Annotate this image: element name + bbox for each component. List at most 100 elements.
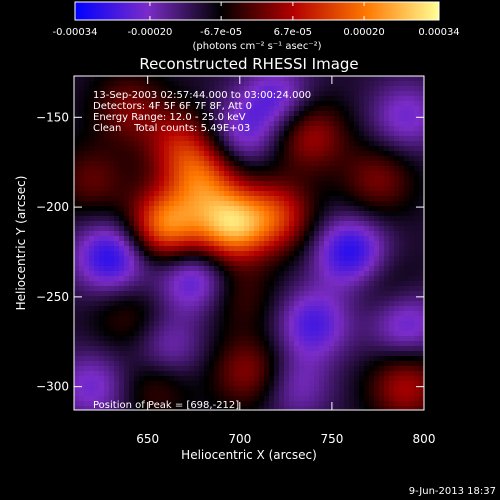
heatmap-cell — [229, 201, 235, 207]
heatmap-cell — [164, 326, 170, 332]
heatmap-cell — [249, 371, 255, 377]
heatmap-cell — [334, 181, 340, 187]
heatmap-cell — [164, 151, 170, 157]
heatmap-cell — [274, 141, 280, 147]
heatmap-cell — [304, 396, 310, 402]
heatmap-cell — [234, 266, 240, 272]
heatmap-cell — [149, 96, 155, 102]
heatmap-cell — [149, 376, 155, 382]
heatmap-cell — [284, 371, 290, 377]
heatmap-cell — [264, 166, 270, 172]
heatmap-cell — [364, 196, 370, 202]
heatmap-cell — [324, 256, 330, 262]
heatmap-cell — [214, 366, 220, 372]
heatmap-cell — [274, 171, 280, 177]
heatmap-cell — [319, 381, 325, 387]
heatmap-cell — [74, 241, 80, 247]
heatmap-cell — [134, 196, 140, 202]
heatmap-cell — [204, 151, 210, 157]
heatmap-cell — [369, 221, 375, 227]
heatmap-cell — [309, 346, 315, 352]
heatmap-cell — [349, 121, 355, 127]
heatmap-cell — [199, 256, 205, 262]
heatmap-cell — [109, 301, 115, 307]
heatmap-cell — [129, 166, 135, 172]
heatmap-cell — [364, 141, 370, 147]
heatmap-cell — [179, 221, 185, 227]
heatmap-cell — [234, 291, 240, 297]
heatmap-cell — [214, 306, 220, 312]
heatmap-cell — [179, 236, 185, 242]
heatmap-cell — [289, 96, 295, 102]
heatmap-cell — [414, 241, 420, 247]
heatmap-cell — [274, 286, 280, 292]
heatmap-cell — [149, 356, 155, 362]
heatmap-cell — [279, 266, 285, 272]
heatmap-cell — [259, 336, 265, 342]
heatmap-cell — [89, 321, 95, 327]
heatmap-cell — [389, 211, 395, 217]
heatmap-cell — [209, 291, 215, 297]
heatmap-cell — [404, 131, 410, 137]
heatmap-cell — [204, 241, 210, 247]
heatmap-cell — [89, 356, 95, 362]
heatmap-cell — [124, 96, 130, 102]
heatmap-cell — [79, 256, 85, 262]
heatmap-cell — [184, 216, 190, 222]
heatmap-cell — [224, 171, 230, 177]
heatmap-cell — [124, 281, 130, 287]
heatmap-cell — [99, 336, 105, 342]
heatmap-cell — [229, 336, 235, 342]
heatmap-cell — [264, 136, 270, 142]
heatmap-cell — [219, 226, 225, 232]
heatmap-cell — [254, 296, 260, 302]
heatmap-cell — [89, 166, 95, 172]
heatmap-cell — [259, 401, 265, 407]
heatmap-cell — [364, 231, 370, 237]
heatmap-cell — [224, 246, 230, 252]
heatmap-cell — [394, 166, 400, 172]
heatmap-cell — [219, 136, 225, 142]
heatmap-cell — [224, 346, 230, 352]
heatmap-cell — [394, 291, 400, 297]
heatmap-cell — [399, 341, 405, 347]
heatmap-cell — [219, 291, 225, 297]
heatmap-cell — [244, 76, 250, 82]
heatmap-cell — [399, 91, 405, 97]
heatmap-cell — [104, 391, 110, 397]
heatmap-cell — [409, 366, 415, 372]
heatmap-cell — [224, 201, 230, 207]
heatmap-cell — [134, 406, 140, 410]
heatmap-cell — [109, 191, 115, 197]
heatmap-cell — [324, 391, 330, 397]
heatmap-cell — [309, 91, 315, 97]
heatmap-cell — [164, 286, 170, 292]
heatmap-cell — [244, 371, 250, 377]
heatmap-cell — [404, 206, 410, 212]
heatmap-cell — [264, 406, 270, 410]
heatmap-cell — [254, 86, 260, 92]
heatmap-cell — [134, 306, 140, 312]
heatmap-cell — [259, 301, 265, 307]
heatmap-cell — [154, 206, 160, 212]
heatmap-cell — [414, 371, 420, 377]
heatmap-cell — [394, 391, 400, 397]
heatmap-cell — [294, 111, 300, 117]
heatmap-cell — [254, 341, 260, 347]
heatmap-cell — [219, 151, 225, 157]
heatmap-cell — [104, 336, 110, 342]
heatmap-cell — [184, 141, 190, 147]
heatmap-cell — [224, 281, 230, 287]
heatmap-cell — [164, 236, 170, 242]
heatmap-cell — [214, 261, 220, 267]
heatmap-cell — [134, 391, 140, 397]
heatmap-cell — [219, 96, 225, 102]
heatmap-cell — [299, 216, 305, 222]
heatmap-cell — [389, 206, 395, 212]
heatmap-cell — [249, 286, 255, 292]
heatmap-cell — [284, 196, 290, 202]
heatmap-cell — [409, 141, 415, 147]
heatmap-cell — [414, 156, 420, 162]
heatmap-cell — [94, 191, 100, 197]
heatmap-cell — [119, 91, 125, 97]
